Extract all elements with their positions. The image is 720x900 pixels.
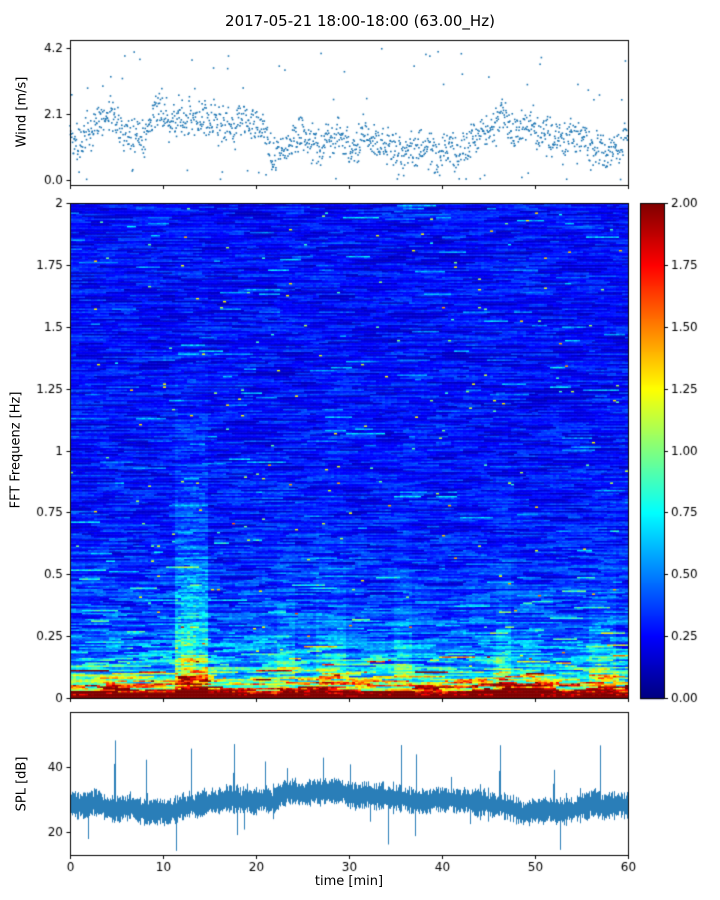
wind-y-axis-label: Wind [m/s] [14, 76, 30, 148]
fft-frequency-y-axis-label: FFT Frequenz [Hz] [8, 391, 24, 509]
chart-title: 2017-05-21 18:00-18:00 (63.00_Hz) [225, 12, 495, 30]
spl-y-axis-label: SPL [dB] [14, 756, 30, 812]
x-axis-label: time [min] [314, 874, 384, 889]
